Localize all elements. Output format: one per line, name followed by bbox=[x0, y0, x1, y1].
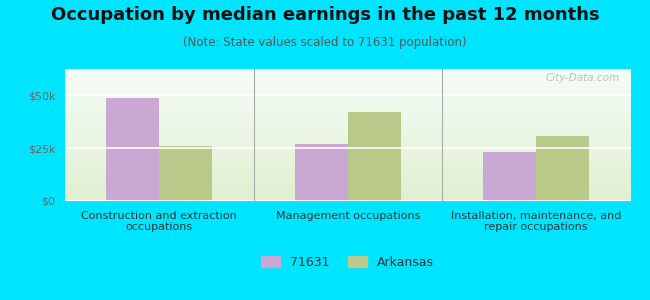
Bar bbox=[159, 146, 212, 201]
Text: (Note: State values scaled to 71631 population): (Note: State values scaled to 71631 popu… bbox=[183, 36, 467, 49]
Bar bbox=[107, 98, 159, 201]
Bar bbox=[484, 152, 536, 201]
Text: Occupation by median earnings in the past 12 months: Occupation by median earnings in the pas… bbox=[51, 6, 599, 24]
Bar bbox=[295, 144, 348, 201]
Bar bbox=[536, 136, 589, 201]
Legend: 71631, Arkansas: 71631, Arkansas bbox=[256, 251, 439, 274]
Bar bbox=[348, 112, 400, 201]
Text: City-Data.com: City-Data.com bbox=[545, 73, 619, 83]
